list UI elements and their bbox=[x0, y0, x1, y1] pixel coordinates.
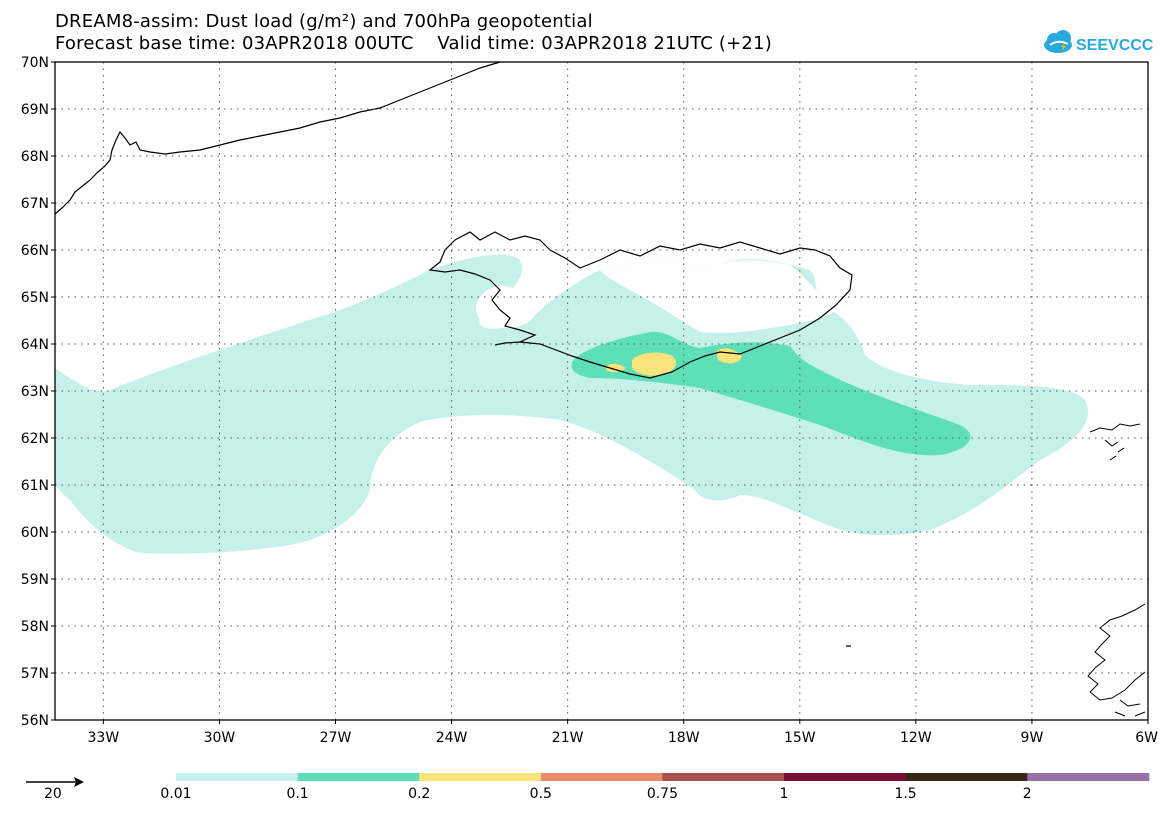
greenland-coastline bbox=[54, 61, 501, 215]
dust-region-high-1 bbox=[632, 352, 676, 376]
lon-label: 27W bbox=[320, 730, 352, 746]
lat-label: 66N bbox=[21, 243, 49, 259]
lat-label: 64N bbox=[21, 337, 49, 353]
dust-region-high-2 bbox=[606, 363, 626, 373]
lat-label: 70N bbox=[21, 55, 49, 71]
lat-label: 65N bbox=[21, 290, 49, 306]
colorbar-label: 0.2 bbox=[408, 786, 430, 802]
cloud-icon bbox=[1044, 30, 1072, 53]
colorbar-label: 1 bbox=[780, 786, 789, 802]
scotland-coastline bbox=[1087, 603, 1146, 717]
latitude-labels: 70N 69N 68N 67N 66N 65N 64N 63N 62N 61N 60N 59N 58N 5… bbox=[21, 55, 49, 729]
lat-label: 69N bbox=[21, 102, 49, 118]
lat-label: 60N bbox=[21, 525, 49, 541]
faroe-islands-coastline bbox=[1089, 423, 1141, 461]
lon-label: 18W bbox=[668, 730, 700, 746]
colorbar-label: 0.1 bbox=[286, 786, 308, 802]
lat-label: 67N bbox=[21, 196, 49, 212]
lon-label: 9W bbox=[1021, 730, 1044, 746]
colorbar-segment bbox=[297, 773, 420, 781]
lon-label: 12W bbox=[900, 730, 932, 746]
colorbar-segment bbox=[419, 773, 542, 781]
lat-label: 58N bbox=[21, 619, 49, 635]
lon-label: 6W bbox=[1135, 730, 1158, 746]
lon-label: 15W bbox=[784, 730, 816, 746]
colorbar-segment bbox=[905, 773, 1028, 781]
gridlines bbox=[55, 62, 1148, 720]
colorbar-legend: 20 0.01 0.1 0.2 0.5 0.75 1 1.5 2 bbox=[26, 773, 1150, 802]
lat-label: 62N bbox=[21, 431, 49, 447]
map-frame bbox=[54, 61, 1149, 721]
colorbar-label: 1.5 bbox=[894, 786, 916, 802]
colorbar-segment bbox=[176, 773, 299, 781]
colorbar-label: 0.01 bbox=[160, 786, 191, 802]
map-title: DREAM8-assim: Dust load (g/m²) and 700hP… bbox=[55, 11, 593, 32]
lon-label: 30W bbox=[204, 730, 236, 746]
wind-reference-label: 20 bbox=[44, 786, 62, 802]
dust-map: 70N 69N 68N 67N 66N 65N 64N 63N 62N 61N 60N 59N 58N 5… bbox=[21, 55, 1159, 746]
colorbar-label: 0.5 bbox=[530, 786, 552, 802]
logo-text: SEEVCCC bbox=[1076, 37, 1154, 54]
lat-label: 56N bbox=[21, 713, 49, 729]
lat-label: 63N bbox=[21, 384, 49, 400]
lon-label: 21W bbox=[552, 730, 584, 746]
seevccc-logo: SEEVCCC bbox=[1044, 30, 1154, 54]
colorbar-segment bbox=[540, 773, 663, 781]
dust-free-westfjords bbox=[476, 285, 536, 329]
lat-label: 57N bbox=[21, 666, 49, 682]
colorbar-labels: 0.01 0.1 0.2 0.5 0.75 1 1.5 2 bbox=[160, 786, 1031, 802]
colorbar bbox=[176, 773, 1150, 781]
colorbar-label: 2 bbox=[1023, 786, 1032, 802]
map-subtitle: Forecast base time: 03APR2018 00UTC Vali… bbox=[55, 33, 772, 54]
colorbar-label: 0.75 bbox=[647, 786, 678, 802]
lat-label: 68N bbox=[21, 149, 49, 165]
lon-label: 24W bbox=[436, 730, 468, 746]
lat-label: 61N bbox=[21, 478, 49, 494]
dust-free-interior bbox=[600, 260, 840, 333]
lat-label: 59N bbox=[21, 572, 49, 588]
colorbar-segment bbox=[1027, 773, 1150, 781]
axis-ticks bbox=[51, 61, 1149, 724]
colorbar-segment bbox=[662, 773, 785, 781]
longitude-labels: 33W 30W 27W 24W 21W 18W 15W 12W 9W 6W bbox=[88, 730, 1159, 746]
dust-region-low bbox=[55, 254, 1088, 554]
iceland-coastline bbox=[428, 231, 853, 379]
colorbar-segment bbox=[784, 773, 907, 781]
wind-reference-arrow bbox=[26, 777, 84, 787]
lon-label: 33W bbox=[88, 730, 120, 746]
